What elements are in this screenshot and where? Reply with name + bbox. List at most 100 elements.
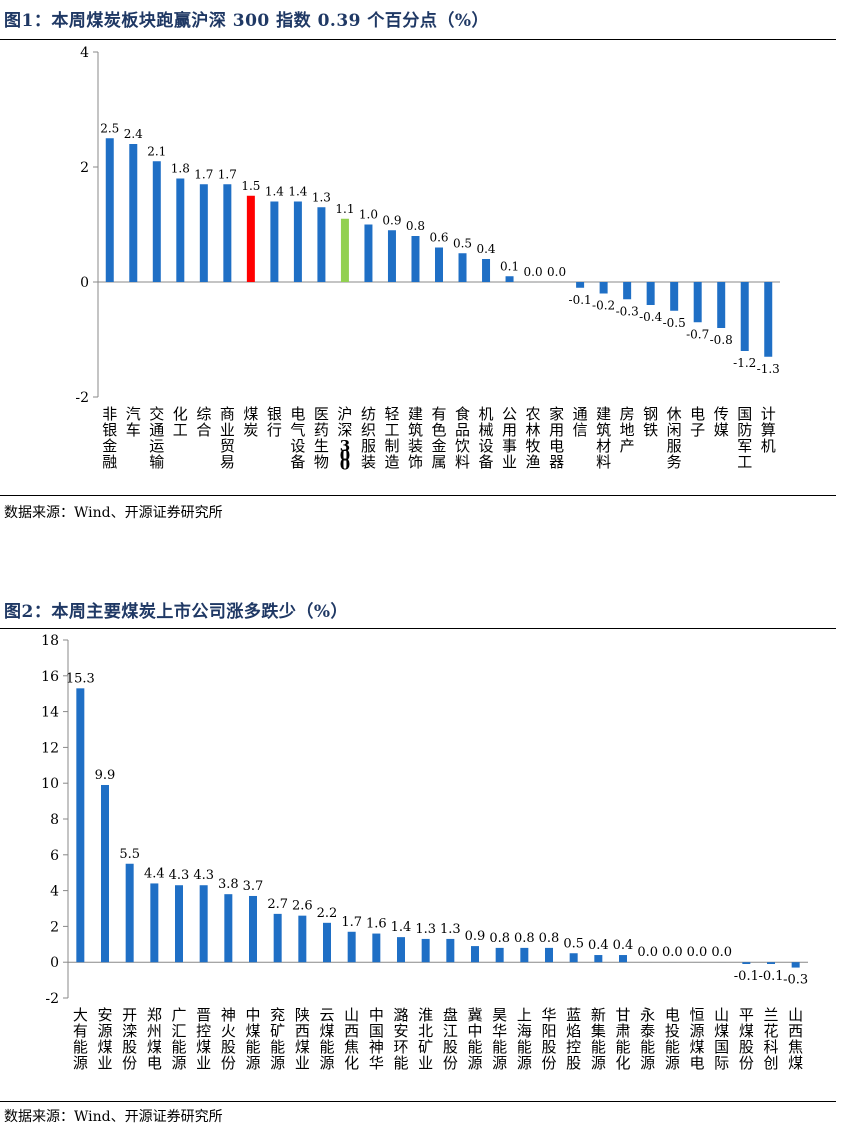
- x-tick-label: 郑州煤电: [147, 1006, 162, 1072]
- data-label: 0.4: [613, 938, 634, 953]
- bar: [505, 276, 514, 282]
- bar: [717, 282, 726, 328]
- bar: [599, 282, 608, 294]
- bar: [545, 947, 553, 963]
- data-label: 3.7: [243, 879, 264, 894]
- x-tick-label: 云煤能源: [319, 1006, 334, 1072]
- data-label: 0.0: [711, 945, 732, 960]
- x-tick-label: 非银金融: [102, 405, 117, 471]
- x-tick-label: 安源煤业: [97, 1006, 112, 1072]
- bar: [152, 161, 161, 282]
- data-label: 15.3: [66, 671, 95, 686]
- data-label: 2.7: [267, 897, 288, 912]
- bar: [176, 178, 185, 282]
- figure-2-bottom-rule: [0, 1101, 836, 1102]
- data-label: 1.5: [241, 179, 260, 193]
- data-label: 2.5: [100, 121, 119, 135]
- data-label: 0.8: [514, 931, 535, 946]
- bar: [224, 894, 233, 963]
- figure-1-bar-chart: -2 0 2 4 2.5 非银金融 2.4 汽车 2.1 交通运输 1.8 化工 1.7 综合 1.7 商业贸…: [75, 45, 780, 474]
- x-tick-label: 化工: [173, 405, 188, 439]
- x-tick-label: 山西焦化: [344, 1006, 359, 1072]
- data-label: 0.1: [500, 259, 519, 273]
- y-tick-label: 4: [50, 884, 59, 900]
- data-label: 1.7: [218, 167, 237, 181]
- x-tick-label: 电投能源: [665, 1006, 680, 1072]
- data-label: -0.1: [734, 969, 759, 984]
- x-tick-label: 广汇能源: [171, 1006, 186, 1072]
- x-tick-label: 平煤股份: [739, 1006, 754, 1072]
- data-label: -0.2: [592, 299, 615, 313]
- data-label: 0.4: [476, 242, 495, 256]
- x-tick-label: 银行: [267, 405, 282, 439]
- x-tick-label: 兖矿能源: [270, 1006, 285, 1072]
- figure-2-bar-chart: -2 0 2 4 6 8 10 12 14 16 18 15.3 大有能源 9.9 安源煤业 5.5 开滦股份 4…: [41, 633, 808, 1072]
- x-tick-label: 交通运输: [149, 405, 164, 471]
- x-tick-label: 兰花科创: [763, 1006, 778, 1072]
- bar: [623, 282, 632, 300]
- y-tick-label: 0: [50, 955, 59, 971]
- data-label: 3.8: [218, 877, 239, 892]
- data-label: 0.0: [547, 265, 566, 279]
- bar: [646, 282, 655, 305]
- y-tick-label: -2: [45, 991, 59, 1007]
- data-label: -1.3: [757, 362, 780, 376]
- x-tick-label: 纺织服装: [361, 405, 376, 471]
- bar: [246, 195, 255, 282]
- bar: [125, 863, 134, 963]
- data-label: 1.7: [341, 915, 362, 930]
- data-label: -0.5: [663, 316, 686, 330]
- x-tick-label: 中煤能源: [245, 1006, 260, 1072]
- figure-2-top-rule: [0, 628, 836, 629]
- x-tick-label: 永泰能源: [640, 1006, 655, 1072]
- bar: [670, 282, 679, 311]
- x-tick-label: 通信: [573, 405, 588, 439]
- bar: [293, 201, 302, 282]
- data-label: -0.1: [758, 969, 783, 984]
- bar: [446, 938, 455, 963]
- figure-1-bottom-rule: [0, 495, 836, 496]
- y-tick-label: -2: [75, 390, 89, 406]
- data-label: 0.5: [453, 236, 472, 250]
- x-tick-label: 恒源煤电: [689, 1006, 704, 1072]
- x-tick-label: 家用电器: [549, 405, 564, 471]
- x-tick-label: 电气设备: [290, 405, 305, 471]
- data-label: 4.3: [169, 868, 190, 883]
- bar: [372, 933, 381, 963]
- y-tick-label: 14: [41, 705, 59, 721]
- x-tick-label: 农林牧渔: [526, 405, 541, 471]
- bar: [298, 915, 307, 963]
- y-tick-label: 18: [41, 633, 59, 649]
- x-tick-label: 轻工制造: [384, 405, 399, 471]
- y-tick-label: 12: [41, 740, 59, 756]
- x-tick-label: 中国神华: [369, 1006, 384, 1072]
- data-label: 1.8: [171, 162, 190, 176]
- bar: [273, 913, 282, 963]
- bar: [693, 282, 702, 323]
- data-label: 0.0: [662, 945, 683, 960]
- x-tick-label: 甘肃能化: [615, 1006, 630, 1072]
- data-label: 1.4: [288, 185, 307, 199]
- data-label: 4.3: [193, 868, 214, 883]
- bar: [791, 962, 800, 968]
- bar: [471, 946, 479, 963]
- y-tick-label: 2: [80, 160, 89, 176]
- data-label: 0.5: [563, 936, 584, 951]
- x-tick-label: 传媒: [714, 405, 729, 439]
- data-label: -1.2: [733, 356, 756, 370]
- bar: [576, 282, 585, 288]
- x-tick-label: 机械设备: [479, 405, 494, 471]
- data-label: 0.9: [465, 929, 486, 944]
- x-tick-label: 盘江股份: [443, 1006, 458, 1072]
- bar: [76, 688, 85, 963]
- x-tick-label: 上海能源: [517, 1006, 532, 1072]
- y-tick-label: 4: [80, 45, 89, 61]
- data-label: 1.4: [265, 185, 284, 199]
- x-tick-label: 山西焦煤: [788, 1006, 803, 1072]
- data-label: 1.3: [312, 190, 331, 204]
- bar: [495, 947, 504, 963]
- x-tick-label: 计算机: [761, 405, 776, 455]
- bar: [482, 259, 491, 282]
- data-label: 0.8: [489, 931, 510, 946]
- bar: [199, 885, 208, 963]
